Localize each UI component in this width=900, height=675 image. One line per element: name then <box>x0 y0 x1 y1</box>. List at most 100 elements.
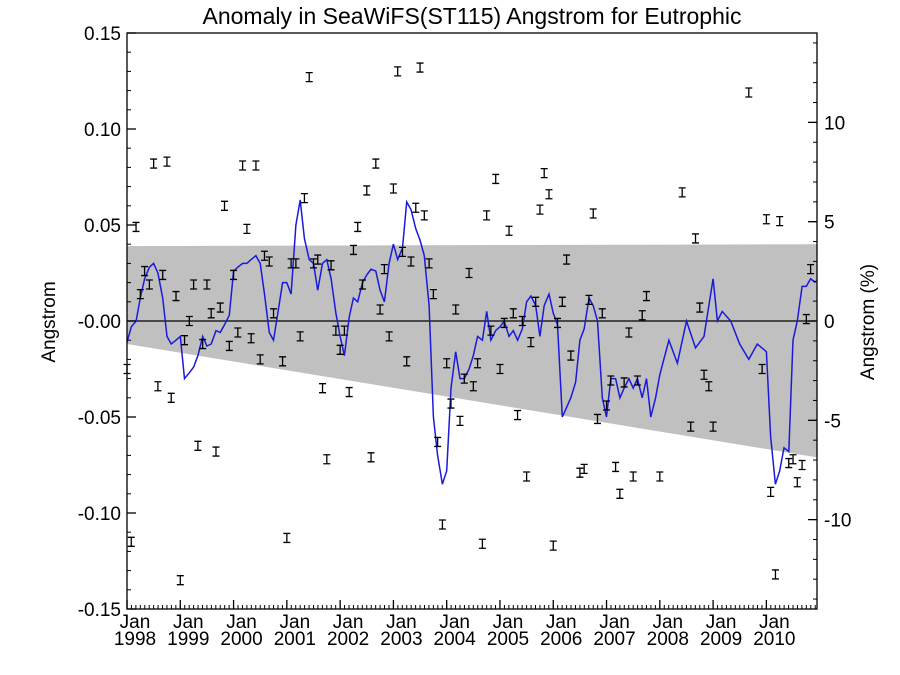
data-point-72 <box>447 398 455 409</box>
data-point-83 <box>496 363 504 375</box>
y-tick-label-left-2: 0.05 <box>84 216 121 237</box>
x-tick-label-month-9: Jan <box>599 612 630 633</box>
data-point-5 <box>145 279 153 290</box>
y-tick-label-left-1: 0.10 <box>84 120 121 141</box>
data-point-121 <box>700 369 708 380</box>
x-tick-label-month-10: Jan <box>652 612 683 633</box>
data-point-7 <box>154 381 162 392</box>
y-tick-label-right-1: 5 <box>824 213 835 234</box>
data-point-31 <box>260 250 268 261</box>
data-point-3 <box>136 288 144 300</box>
data-point-10 <box>167 392 175 403</box>
data-point-96 <box>554 317 562 329</box>
data-point-23 <box>225 340 233 352</box>
data-point-25 <box>234 327 242 338</box>
data-point-97 <box>558 296 566 307</box>
data-point-126 <box>762 214 770 225</box>
data-point-59 <box>389 183 397 194</box>
data-point-12 <box>176 575 184 586</box>
x-tick-label-month-7: Jan <box>493 612 524 633</box>
data-point-15 <box>190 279 198 290</box>
x-tick-label-year-2: 2000 <box>220 629 262 650</box>
data-point-1 <box>127 536 135 547</box>
data-point-8 <box>159 269 167 281</box>
data-point-33 <box>270 308 278 319</box>
data-point-135 <box>807 264 815 275</box>
data-point-67 <box>425 258 433 269</box>
data-point-2 <box>132 221 140 233</box>
data-point-130 <box>785 457 793 469</box>
data-point-18 <box>203 279 211 290</box>
data-point-110 <box>620 377 628 388</box>
data-point-113 <box>633 375 641 386</box>
x-tick-label-month-2: Jan <box>226 612 257 633</box>
data-point-80 <box>483 210 491 221</box>
data-point-79 <box>478 538 486 549</box>
data-point-100 <box>576 467 584 478</box>
data-point-69 <box>434 436 442 448</box>
x-tick-label-month-0: Jan <box>120 612 151 633</box>
data-point-9 <box>163 156 171 167</box>
x-tick-label-year-10: 2008 <box>647 629 689 650</box>
data-point-71 <box>443 358 451 369</box>
x-tick-label-year-9: 2007 <box>593 629 635 650</box>
data-point-74 <box>456 415 464 426</box>
data-point-101 <box>580 463 588 474</box>
data-point-43 <box>319 383 327 394</box>
data-point-114 <box>638 310 646 321</box>
y-tick-label-right-3: -5 <box>824 411 841 432</box>
data-point-29 <box>252 160 260 171</box>
y-axis-title-right: Angstrom (%) <box>858 264 879 380</box>
data-point-122 <box>705 381 713 392</box>
data-point-111 <box>625 327 633 338</box>
data-point-51 <box>354 221 362 233</box>
data-point-14 <box>185 315 193 327</box>
data-point-133 <box>798 459 806 471</box>
data-point-16 <box>194 440 202 451</box>
data-point-56 <box>376 304 384 315</box>
data-point-89 <box>523 471 531 482</box>
data-point-99 <box>567 350 575 361</box>
data-point-91 <box>532 296 540 307</box>
data-point-88 <box>518 315 526 327</box>
data-point-30 <box>256 354 264 365</box>
x-tick-label-year-8: 2006 <box>540 629 582 650</box>
plot-area: 0.15 0.10 0.05 -0.00 -0.05 -0.10 -0.15 10 5 0 -5 -1… <box>78 24 852 650</box>
data-point-134 <box>802 313 810 325</box>
x-tick-label-year-0: 1998 <box>114 629 156 650</box>
data-point-118 <box>687 421 695 432</box>
x-tick-label-month-3: Jan <box>280 612 311 633</box>
data-point-49 <box>345 386 353 398</box>
x-tick-label-year-7: 2005 <box>487 629 529 650</box>
x-tick-label-year-4: 2002 <box>327 629 369 650</box>
x-tick-label-month-11: Jan <box>706 612 737 633</box>
x-tick-label-year-5: 2003 <box>380 629 422 650</box>
data-point-52 <box>359 279 367 290</box>
data-point-24 <box>230 269 238 281</box>
data-point-20 <box>212 446 220 457</box>
data-point-6 <box>150 158 158 169</box>
data-point-11 <box>172 290 180 302</box>
data-point-116 <box>656 471 664 482</box>
data-point-115 <box>642 290 650 302</box>
data-point-38 <box>296 331 304 342</box>
data-point-77 <box>469 381 477 392</box>
data-point-57 <box>380 264 388 275</box>
data-point-48 <box>340 325 348 336</box>
data-point-4 <box>141 265 149 277</box>
data-point-132 <box>793 477 801 488</box>
data-point-112 <box>629 471 637 482</box>
data-point-34 <box>279 356 287 367</box>
data-point-119 <box>692 233 700 244</box>
x-tick-label-year-6: 2004 <box>434 629 477 650</box>
data-point-21 <box>216 302 224 313</box>
data-point-45 <box>327 260 335 271</box>
x-tick-label-month-8: Jan <box>546 612 577 633</box>
y-tick-label-right-2: 0 <box>824 312 835 333</box>
data-point-19 <box>207 308 215 319</box>
data-point-60 <box>394 66 402 77</box>
data-point-85 <box>505 225 513 236</box>
data-point-120 <box>696 302 704 313</box>
data-point-128 <box>771 569 779 580</box>
data-point-68 <box>429 288 437 300</box>
